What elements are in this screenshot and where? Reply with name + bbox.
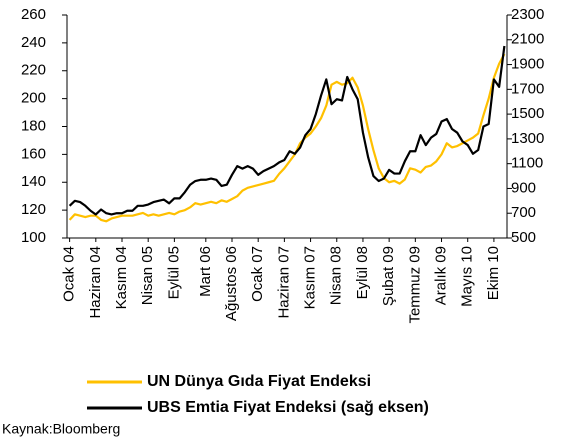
y-tick-label: 240 [21,34,46,51]
series-line [68,53,506,223]
y2-tick-label: 2300 [511,6,544,23]
x-tick-label: Kasım 07 [302,246,319,309]
y-tick-label: 220 [21,62,46,79]
x-tick-label: Mart 06 [197,246,214,297]
y2-tick-label: 1700 [511,80,544,97]
y2-tick-label: 1900 [511,56,544,73]
y2-tick-label: 700 [511,204,536,221]
x-tick-label: Ocak 04 [61,246,78,302]
y2-tick-label: 1300 [511,130,544,147]
x-tick-label: Temmuz 09 [406,246,423,324]
x-tick-label: Nisan 08 [328,246,345,305]
legend-text: UBS Emtia Fiyat Endeksi (sağ eksen) [147,399,429,416]
y2-tick-label: 900 [511,179,536,196]
y2-tick-label: 2100 [511,31,544,48]
x-tick-label: Haziran 04 [87,246,104,319]
x-tick-label: Mayıs 10 [459,246,476,307]
source-note: Kaynak:Bloomberg [2,421,120,437]
series-line [68,45,506,216]
y-tick-label: 120 [21,201,46,218]
y-tick-label: 200 [21,90,46,107]
y2-tick-label: 1100 [511,155,543,172]
x-tick-label: Aralık 09 [432,246,449,305]
y2-tick-label: 500 [511,229,536,246]
x-tick-label: Ekim 10 [485,246,502,300]
x-tick-label: Ağustos 06 [223,246,240,321]
y-tick-label: 140 [21,173,46,190]
y-tick-label: 160 [21,145,46,162]
legend-text: UN Dünya Gıda Fiyat Endeksi [147,373,371,390]
y-tick-label: 260 [21,6,46,23]
x-tick-label: Nisan 05 [139,246,156,305]
x-tick-label: Haziran 07 [275,246,292,319]
x-tick-label: Ocak 07 [249,246,266,302]
x-tick-label: Eylül 05 [165,246,182,299]
y-tick-label: 180 [21,117,46,134]
y2-tick-label: 1500 [511,105,544,122]
x-tick-label: Kasım 04 [113,246,130,309]
y-tick-label: 100 [21,229,46,246]
x-tick-label: Eylül 08 [354,246,371,299]
x-tick-label: Şubat 09 [380,246,397,306]
